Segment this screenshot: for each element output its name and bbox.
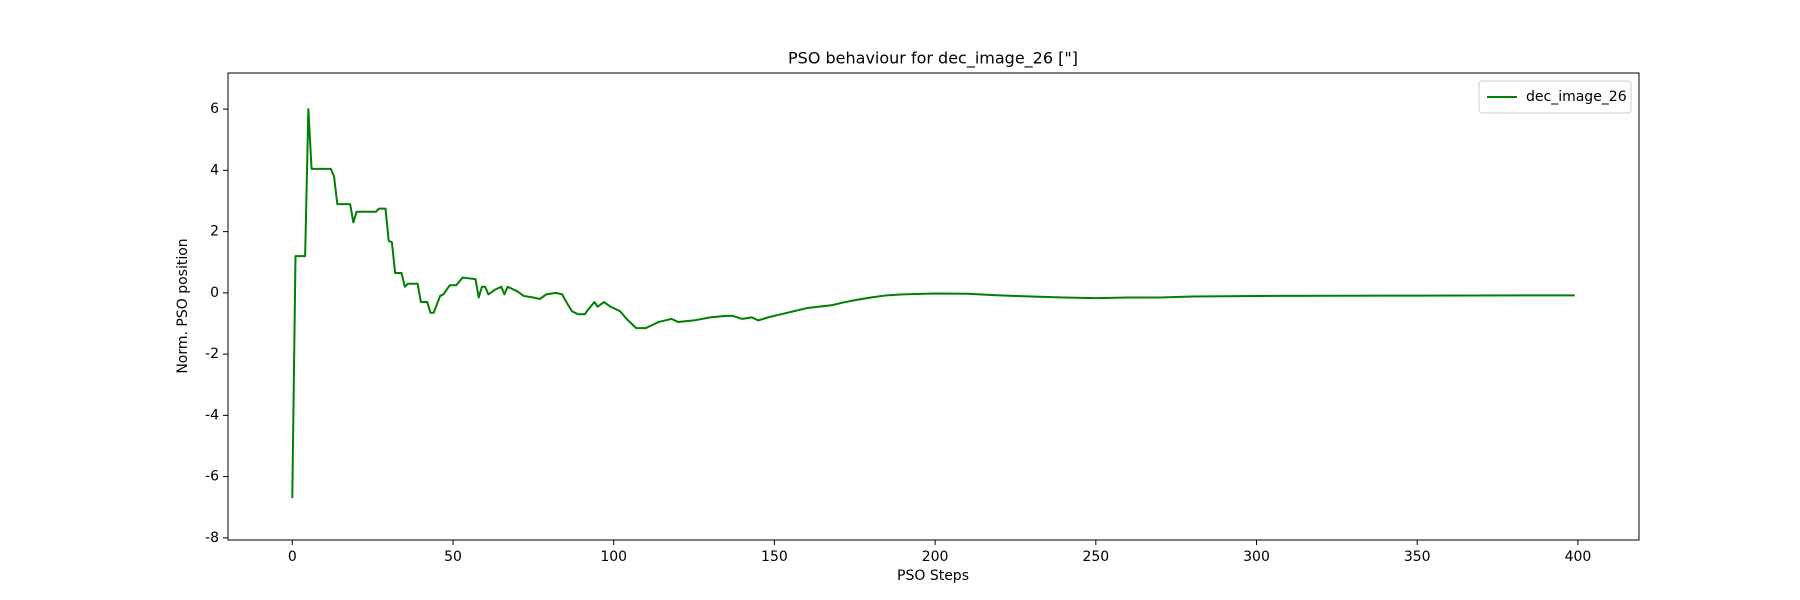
y-tick-label: -2 [205,346,219,362]
y-tick-label: 0 [210,285,219,301]
chart-title: PSO behaviour for dec_image_26 ["] [788,49,1078,69]
legend-box [1478,80,1632,114]
x-tick-label: 400 [1565,549,1592,565]
x-tick-label: 300 [1243,549,1270,565]
y-tick-label: -8 [205,530,219,546]
x-tick-label: 200 [922,549,949,565]
x-axis-label: PSO Steps [897,568,969,584]
legend-label: dec_image_26 [1526,89,1627,105]
y-tick-label: 6 [210,101,219,117]
plot-frame [227,72,1640,541]
y-tick-label: 4 [210,162,219,178]
y-tick-label: -6 [205,469,219,485]
y-tick-label: 2 [210,224,219,240]
x-tick-label: 50 [444,549,462,565]
y-axis-label: Norm. PSO position [175,238,191,373]
x-tick-label: 0 [288,549,297,565]
x-tick-label: 250 [1082,549,1109,565]
x-tick-label: 150 [761,549,788,565]
x-tick-label: 350 [1404,549,1431,565]
x-tick-label: 100 [600,549,627,565]
series-line [291,108,1575,499]
y-tick-label: -4 [205,407,219,423]
